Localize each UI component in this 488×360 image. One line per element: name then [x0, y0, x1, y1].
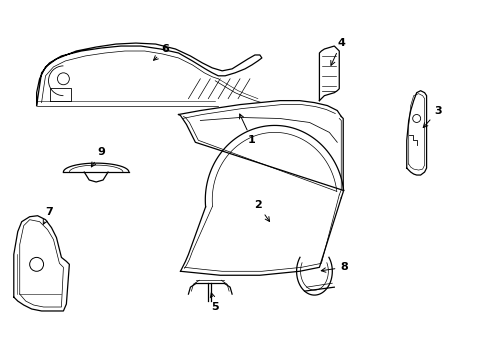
Text: 4: 4 [330, 38, 345, 66]
Text: 9: 9 [91, 147, 105, 167]
Text: 2: 2 [253, 200, 269, 221]
Text: 3: 3 [422, 105, 442, 127]
Text: 7: 7 [43, 207, 53, 224]
Text: 6: 6 [153, 44, 169, 60]
Text: 5: 5 [210, 293, 219, 312]
Text: 1: 1 [239, 114, 255, 145]
Text: 8: 8 [321, 262, 347, 272]
